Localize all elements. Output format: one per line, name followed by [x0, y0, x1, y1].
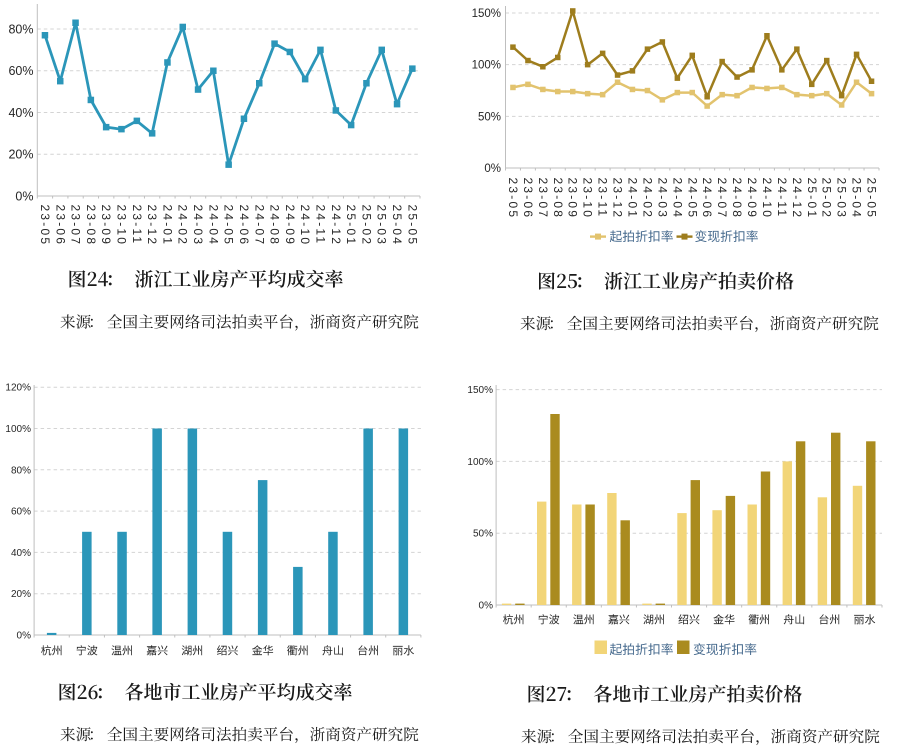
svg-text:120%: 120%	[5, 383, 31, 394]
svg-text:100%: 100%	[5, 424, 31, 435]
svg-text:20%: 20%	[8, 148, 33, 162]
svg-text:150%: 150%	[472, 8, 501, 20]
svg-text:23-07: 23-07	[536, 178, 550, 220]
svg-text:60%: 60%	[8, 64, 33, 78]
svg-text:0%: 0%	[17, 631, 32, 642]
svg-text:23-06: 23-06	[521, 178, 535, 220]
svg-text:24-02: 24-02	[176, 205, 190, 247]
svg-text:23-09: 23-09	[566, 178, 580, 220]
svg-text:24-07: 24-07	[715, 178, 729, 220]
svg-text:23-12: 23-12	[611, 178, 625, 220]
svg-text:25-01: 25-01	[805, 178, 819, 220]
svg-text:24-06: 24-06	[700, 178, 714, 220]
svg-text:80%: 80%	[8, 22, 33, 36]
svg-text:24-03: 24-03	[655, 178, 669, 220]
svg-text:23-10: 23-10	[581, 178, 595, 220]
svg-text:0%: 0%	[479, 601, 494, 612]
svg-text:24-07: 24-07	[252, 205, 266, 247]
svg-text:24-05: 24-05	[685, 178, 699, 220]
svg-text:25-03: 25-03	[835, 178, 849, 220]
svg-text:40%: 40%	[8, 106, 33, 120]
svg-text:24-04: 24-04	[206, 205, 220, 247]
svg-text:23-05: 23-05	[38, 205, 52, 247]
svg-text:23-08: 23-08	[84, 205, 98, 247]
svg-text:24-12: 24-12	[329, 205, 343, 247]
svg-text:23-09: 23-09	[99, 205, 113, 247]
svg-text:23-07: 23-07	[69, 205, 83, 247]
svg-text:24-03: 24-03	[191, 205, 205, 247]
svg-text:25-04: 25-04	[850, 178, 864, 220]
svg-text:25-05: 25-05	[405, 205, 419, 247]
svg-text:50%: 50%	[473, 529, 493, 540]
svg-text:24-01: 24-01	[160, 205, 174, 247]
svg-text:24-08: 24-08	[730, 178, 744, 220]
svg-text:40%: 40%	[11, 548, 31, 559]
svg-text:23-08: 23-08	[551, 178, 565, 220]
svg-text:24-04: 24-04	[670, 178, 684, 220]
svg-text:23-06: 23-06	[53, 205, 67, 247]
svg-text:80%: 80%	[11, 465, 31, 476]
svg-text:25-05: 25-05	[865, 178, 879, 220]
svg-text:24-09: 24-09	[283, 205, 297, 247]
svg-text:23-11: 23-11	[596, 178, 610, 219]
svg-text:23-05: 23-05	[506, 178, 520, 220]
svg-text:100%: 100%	[467, 457, 493, 468]
svg-text:25-04: 25-04	[390, 205, 404, 247]
svg-text:23-11: 23-11	[130, 205, 144, 246]
svg-text:24-01: 24-01	[625, 178, 639, 220]
svg-text:24-10: 24-10	[760, 178, 774, 220]
svg-text:24-11: 24-11	[313, 205, 327, 246]
svg-text:100%: 100%	[472, 60, 501, 72]
svg-text:0%: 0%	[15, 189, 33, 203]
svg-text:23-10: 23-10	[114, 205, 128, 247]
svg-text:25-02: 25-02	[820, 178, 834, 220]
svg-text:23-12: 23-12	[145, 205, 159, 247]
svg-text:24-11: 24-11	[775, 178, 789, 219]
svg-text:24-06: 24-06	[237, 205, 251, 247]
svg-text:25-02: 25-02	[359, 205, 373, 247]
svg-text:150%: 150%	[467, 385, 493, 396]
svg-text:24-10: 24-10	[298, 205, 312, 247]
svg-text:24-12: 24-12	[790, 178, 804, 220]
svg-text:20%: 20%	[11, 589, 31, 600]
svg-text:25-01: 25-01	[344, 205, 358, 247]
svg-text:50%: 50%	[478, 111, 501, 123]
svg-text:25-03: 25-03	[375, 205, 389, 247]
svg-text:24-02: 24-02	[640, 178, 654, 220]
svg-text:24-09: 24-09	[745, 178, 759, 220]
svg-text:24-08: 24-08	[268, 205, 282, 247]
svg-text:0%: 0%	[484, 163, 501, 175]
svg-text:60%: 60%	[11, 507, 31, 518]
svg-text:24-05: 24-05	[222, 205, 236, 247]
